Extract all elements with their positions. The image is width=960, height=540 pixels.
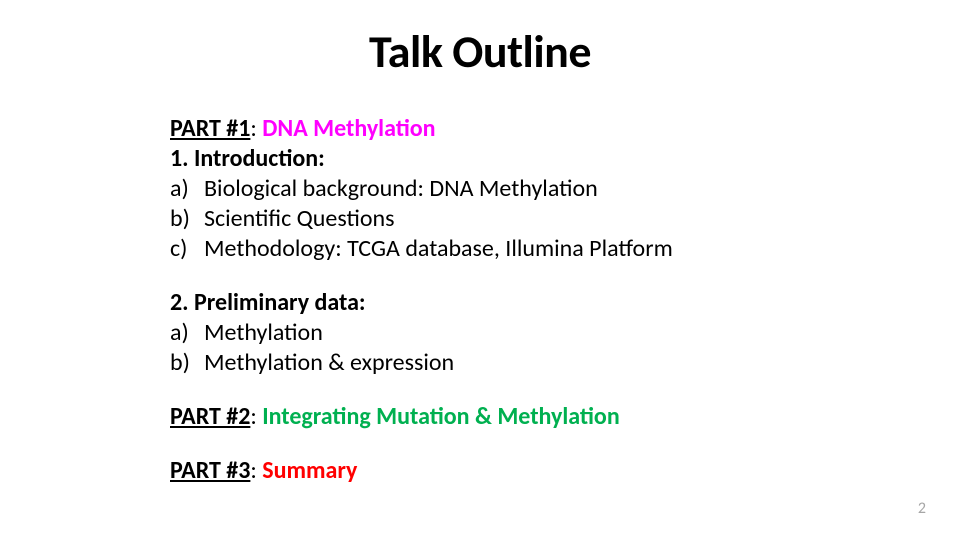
section-1-heading: 1. Introduction: bbox=[170, 144, 830, 174]
slide-title: Talk Outline bbox=[0, 24, 960, 80]
part-1-block: PART #1: DNA Methylation 1. Introduction… bbox=[170, 114, 830, 264]
list-item: b)Scientific Questions bbox=[170, 204, 830, 234]
part-1-label: PART #1 bbox=[170, 114, 250, 143]
outline-content: PART #1: DNA Methylation 1. Introduction… bbox=[170, 114, 830, 510]
list-item: b)Methylation & expression bbox=[170, 348, 830, 378]
part-3-title: Summary bbox=[262, 456, 357, 485]
list-item: a)Methylation bbox=[170, 318, 830, 348]
item-text: Methylation bbox=[204, 318, 323, 347]
part-3-label: PART #3 bbox=[170, 456, 250, 485]
item-marker: b) bbox=[170, 204, 204, 234]
item-marker: c) bbox=[170, 234, 204, 264]
section-2-items: a)Methylation b)Methylation & expression bbox=[170, 318, 830, 378]
section-2-heading: 2. Preliminary data: bbox=[170, 288, 830, 318]
part-2-header: PART #2: Integrating Mutation & Methylat… bbox=[170, 402, 830, 432]
item-marker: b) bbox=[170, 348, 204, 378]
item-text: Methylation & expression bbox=[204, 348, 454, 377]
part-2-label: PART #2 bbox=[170, 402, 250, 431]
item-text: Biological background: DNA Methylation bbox=[204, 174, 598, 203]
page-number: 2 bbox=[918, 499, 926, 518]
part-3-header: PART #3: Summary bbox=[170, 456, 830, 486]
section-1-items: a)Biological background: DNA Methylation… bbox=[170, 174, 830, 264]
part-1-header: PART #1: DNA Methylation bbox=[170, 114, 830, 144]
item-text: Scientific Questions bbox=[204, 204, 395, 233]
part-3-block: PART #3: Summary bbox=[170, 456, 830, 486]
item-marker: a) bbox=[170, 318, 204, 348]
list-item: a)Biological background: DNA Methylation bbox=[170, 174, 830, 204]
section-2-block: 2. Preliminary data: a)Methylation b)Met… bbox=[170, 288, 830, 378]
slide: Talk Outline PART #1: DNA Methylation 1.… bbox=[0, 0, 960, 540]
list-item: c)Methodology: TCGA database, Illumina P… bbox=[170, 234, 830, 264]
part-1-title: DNA Methylation bbox=[262, 114, 435, 143]
part-2-title: Integrating Mutation & Methylation bbox=[262, 402, 619, 431]
item-marker: a) bbox=[170, 174, 204, 204]
part-2-block: PART #2: Integrating Mutation & Methylat… bbox=[170, 402, 830, 432]
item-text: Methodology: TCGA database, Illumina Pla… bbox=[204, 234, 673, 263]
